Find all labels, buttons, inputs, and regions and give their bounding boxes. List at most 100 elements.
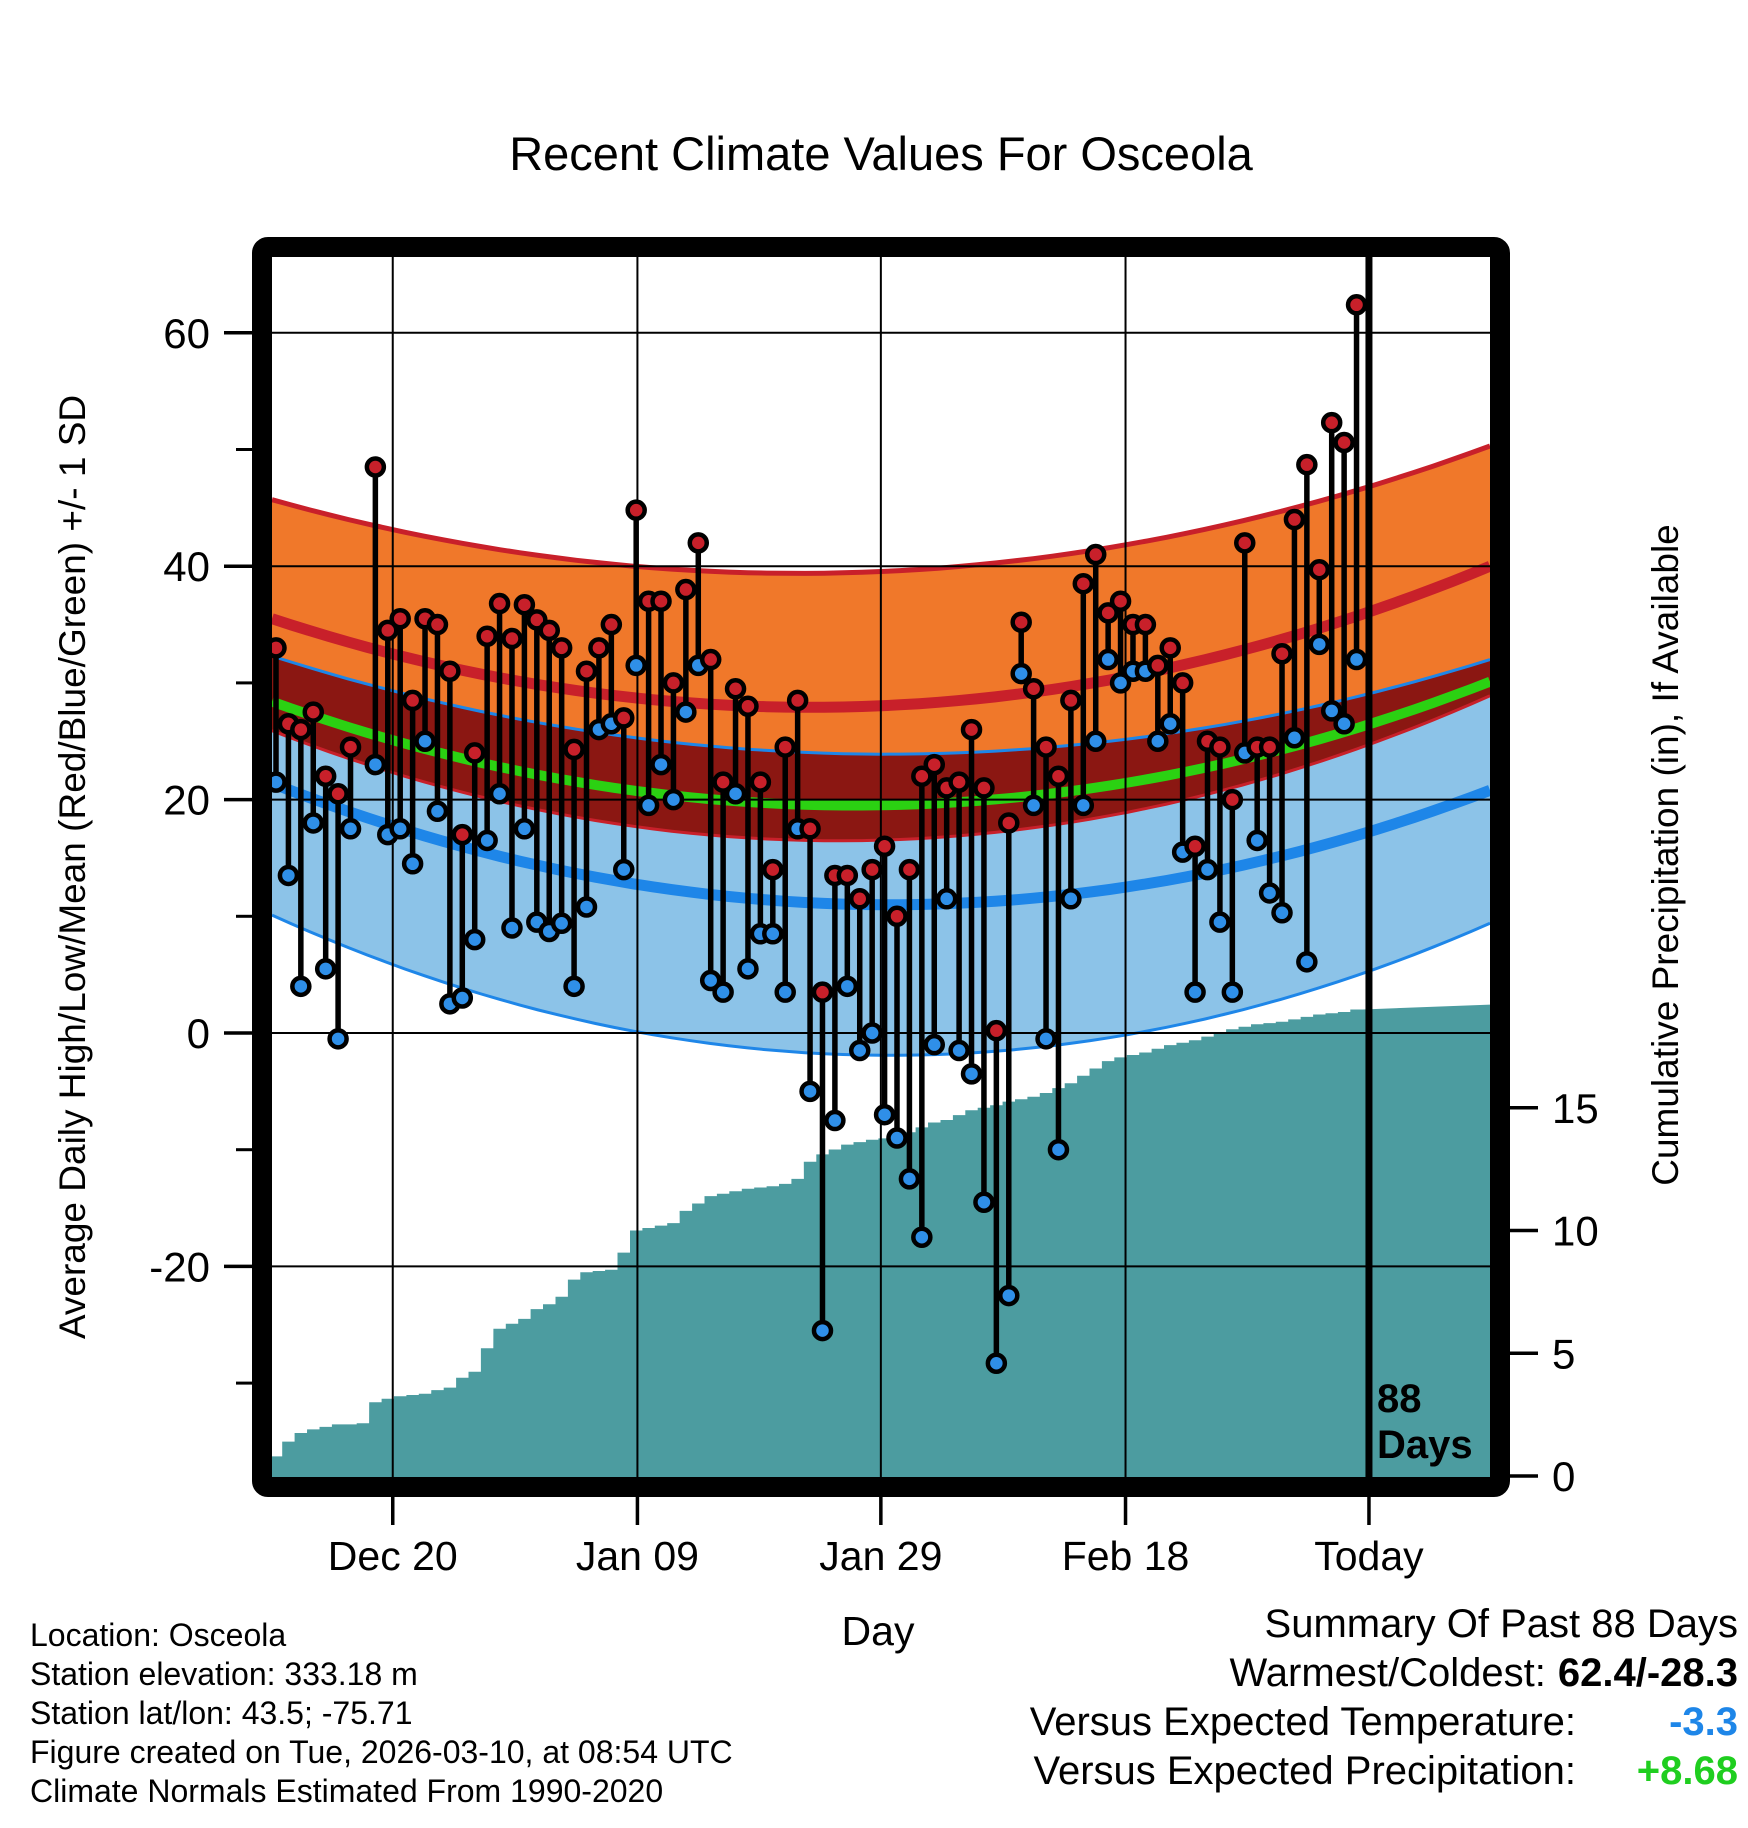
high-dot xyxy=(1258,736,1281,758)
summary-warmest-coldest: Warmest/Coldest: 62.4/-28.3 xyxy=(1030,1649,1738,1698)
high-dot xyxy=(650,590,672,612)
precip-tick-label: 15 xyxy=(1552,1085,1599,1132)
low-dot xyxy=(501,917,523,939)
x-axis-label: Day xyxy=(841,1608,915,1654)
high-dot xyxy=(886,905,908,928)
low-dot xyxy=(314,958,337,980)
low-dot xyxy=(1320,700,1343,722)
high-dot xyxy=(1171,672,1194,694)
high-dot xyxy=(290,718,312,741)
high-dot xyxy=(1209,736,1231,758)
low-dot xyxy=(426,800,449,823)
low-dot xyxy=(389,818,411,840)
high-dot xyxy=(873,835,896,858)
date-tick-label: Jan 09 xyxy=(576,1533,699,1579)
high-dot xyxy=(314,765,337,788)
footer-created: Figure created on Tue, 2026-03-10, at 08… xyxy=(30,1734,733,1770)
high-dot xyxy=(1097,602,1119,624)
low-dot xyxy=(886,1127,908,1149)
high-dot xyxy=(724,677,747,700)
precip-tick-label: 0 xyxy=(1552,1453,1575,1500)
date-tick-label: Today xyxy=(1314,1533,1424,1579)
vs-precip-value: +8.68 xyxy=(1636,1749,1738,1793)
low-dot xyxy=(811,1319,834,1342)
low-dot xyxy=(935,888,958,910)
low-dot xyxy=(762,923,784,945)
high-dot xyxy=(1271,642,1293,665)
high-dot xyxy=(985,1019,1008,1042)
high-dot xyxy=(1035,736,1057,758)
high-dot xyxy=(1022,677,1045,700)
low-dot xyxy=(948,1039,970,1062)
low-dot xyxy=(1109,672,1132,694)
high-dot xyxy=(1109,590,1132,612)
frame-rect xyxy=(252,237,1510,1497)
low-dot xyxy=(451,987,474,1009)
low-dot xyxy=(637,794,660,817)
low-dot xyxy=(339,818,362,840)
low-dot xyxy=(463,928,486,951)
high-dot xyxy=(613,707,635,729)
summary-vs-temperature: Versus Expected Temperature: -3.3 xyxy=(1030,1698,1738,1747)
high-dot xyxy=(1084,543,1107,566)
date-tick-label: Dec 20 xyxy=(328,1533,458,1579)
temp-tick-label: -20 xyxy=(149,1243,210,1290)
low-dot xyxy=(1196,858,1219,881)
summary-vs-precipitation: Versus Expected Precipitation: +8.68 xyxy=(1030,1747,1738,1796)
low-dot xyxy=(364,753,387,776)
high-dot xyxy=(1333,431,1355,454)
high-dot xyxy=(451,823,474,846)
low-dot xyxy=(799,1080,821,1103)
temp-tick-label: 20 xyxy=(163,777,210,824)
high-dot xyxy=(662,672,685,694)
high-dot xyxy=(364,456,387,478)
high-dot xyxy=(389,607,411,630)
temp-tick-label: 40 xyxy=(163,543,210,590)
high-dot xyxy=(1159,637,1181,659)
high-dot xyxy=(1184,835,1206,858)
high-dot xyxy=(898,858,921,881)
high-dot xyxy=(550,637,573,659)
low-dot xyxy=(1060,888,1082,910)
high-dot xyxy=(737,695,759,717)
low-dot xyxy=(662,788,685,811)
vs-precip-label: Versus Expected Precipitation: xyxy=(1033,1749,1576,1793)
low-dot xyxy=(699,969,722,992)
warmest-coldest-label: Warmest/Coldest: xyxy=(1229,1651,1546,1695)
low-dot xyxy=(625,654,647,677)
low-dot xyxy=(998,1284,1020,1307)
date-tick-label: Jan 29 xyxy=(819,1533,942,1579)
high-dot xyxy=(836,864,859,887)
low-dot xyxy=(1345,648,1368,671)
low-dot xyxy=(550,912,573,935)
low-dot xyxy=(973,1191,995,1213)
low-dot xyxy=(898,1168,921,1190)
high-dot xyxy=(439,660,461,682)
axis-tick-labels: 60 40 20 0 -20 15 10 5 0 Dec 20 Jan 09 Jan 29 Feb 18… xyxy=(149,310,1598,1579)
footer-elevation: Station elevation: 333.18 m xyxy=(30,1656,418,1692)
vs-temp-label: Versus Expected Temperature: xyxy=(1029,1700,1576,1744)
station-metadata: Location: Osceola Station elevation: 333… xyxy=(30,1616,733,1811)
high-dot xyxy=(675,578,697,601)
high-dot xyxy=(762,858,784,881)
low-dot xyxy=(575,896,598,918)
high-dot xyxy=(1320,411,1343,434)
high-dot xyxy=(699,648,722,671)
high-dot xyxy=(811,981,834,1003)
high-dot xyxy=(488,592,511,615)
low-dot xyxy=(712,981,734,1003)
date-tick-label: Feb 18 xyxy=(1062,1533,1190,1579)
high-dot xyxy=(1283,508,1306,531)
low-dot xyxy=(414,730,436,752)
page-title: Recent Climate Values For Osceola xyxy=(509,127,1253,180)
low-dot xyxy=(1246,829,1268,852)
low-dot xyxy=(824,1109,846,1132)
low-dot xyxy=(1209,911,1231,933)
low-dot xyxy=(774,981,796,1003)
high-dot xyxy=(1221,788,1244,811)
low-dot xyxy=(1010,662,1032,685)
low-dot xyxy=(1258,882,1281,904)
high-dot xyxy=(774,736,796,758)
high-dot xyxy=(1147,654,1169,677)
